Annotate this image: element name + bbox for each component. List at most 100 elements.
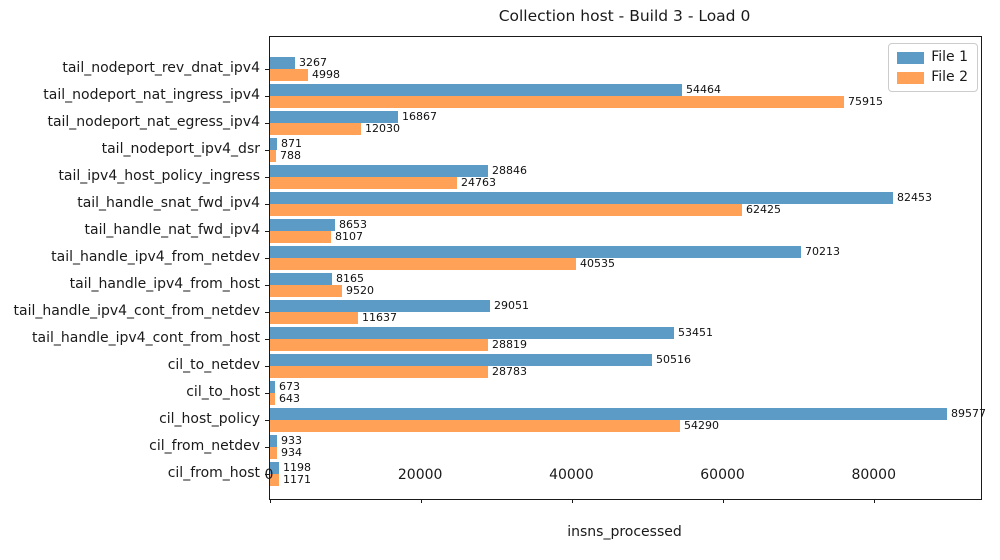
y-tick-mark	[265, 446, 269, 448]
y-tick-mark	[265, 338, 269, 340]
bar-file2-cil_to_host	[270, 393, 275, 405]
file1-swatch	[897, 51, 925, 64]
x-tick-mark	[571, 499, 573, 503]
bar-file1-tail_nodeport_nat_egress_ipv4	[270, 111, 398, 123]
y-tick-mark	[265, 122, 269, 124]
bar-value-label: 934	[281, 446, 302, 459]
x-axis-title: insns_processed	[567, 524, 682, 540]
y-tick-label: tail_handle_ipv4_from_host	[69, 276, 260, 292]
bar-value-label: 50516	[656, 353, 691, 366]
bar-file2-tail_handle_ipv4_cont_from_netdev	[270, 312, 358, 324]
y-tick-label: cil_from_host	[167, 465, 260, 481]
bar-file2-tail_nodeport_ipv4_dsr	[270, 150, 276, 162]
y-tick-label: tail_nodeport_rev_dnat_ipv4	[62, 60, 260, 76]
y-tick-mark	[265, 230, 269, 232]
y-tick-mark	[265, 473, 269, 475]
bar-value-label: 1171	[283, 473, 311, 486]
x-tick-label: 0	[264, 467, 274, 483]
y-tick-label: tail_handle_snat_fwd_ipv4	[77, 195, 260, 211]
y-tick-mark	[265, 149, 269, 151]
bar-file1-tail_handle_ipv4_from_netdev	[270, 246, 801, 258]
y-axis-labels: tail_nodeport_rev_dnat_ipv4 tail_nodeport…	[0, 0, 261, 560]
bar-file2-tail_handle_snat_fwd_ipv4	[270, 204, 742, 216]
bar-file1-tail_handle_ipv4_from_host	[270, 273, 332, 285]
y-tick-mark	[265, 365, 269, 367]
bar-value-label: 40535	[580, 257, 615, 270]
x-tick-label: 20000	[397, 467, 443, 483]
y-tick-mark	[265, 68, 269, 70]
bar-value-label: 788	[280, 149, 301, 162]
y-tick-label: tail_handle_ipv4_from_netdev	[51, 249, 260, 265]
legend: File 1 File 2	[888, 43, 978, 92]
bar-file2-cil_to_netdev	[270, 366, 488, 378]
x-tick-label: 60000	[700, 467, 745, 483]
bar-file1-tail_handle_ipv4_cont_from_host	[270, 327, 674, 339]
y-tick-label: tail_handle_nat_fwd_ipv4	[84, 222, 261, 238]
bar-file2-cil_from_host	[270, 474, 279, 486]
y-tick-label: cil_from_netdev	[149, 438, 260, 454]
plot-area: File 1 File 2 3267 4998 54464 75915 16867 120…	[265, 36, 986, 503]
y-tick-mark	[265, 284, 269, 286]
x-tick-mark	[420, 499, 422, 503]
y-tick-label: cil_to_netdev	[167, 357, 260, 373]
bar-file1-tail_ipv4_host_policy_ingress	[270, 165, 488, 177]
bar-file2-tail_nodeport_rev_dnat_ipv4	[270, 69, 308, 81]
bar-file1-cil_to_netdev	[270, 354, 652, 366]
bar-value-label: 62425	[746, 203, 781, 216]
bar-value-label: 28783	[492, 365, 527, 378]
bar-value-label: 4998	[312, 68, 340, 81]
bar-value-label: 54464	[686, 83, 721, 96]
bar-value-label: 12030	[365, 122, 400, 135]
bar-file1-tail_handle_ipv4_cont_from_netdev	[270, 300, 490, 312]
bar-value-label: 11637	[362, 311, 397, 324]
x-tick-label: 80000	[851, 467, 897, 483]
bar-value-label: 9520	[346, 284, 374, 297]
legend-label-file2: File 2	[931, 69, 968, 85]
bar-file2-tail_handle_ipv4_from_netdev	[270, 258, 576, 270]
x-tick-mark	[723, 499, 725, 503]
y-tick-label: tail_nodeport_ipv4_dsr	[101, 141, 260, 157]
y-tick-label: tail_ipv4_host_policy_ingress	[58, 168, 260, 184]
bar-value-label: 3267	[299, 56, 327, 69]
y-tick-mark	[265, 176, 269, 178]
bar-file2-tail_handle_nat_fwd_ipv4	[270, 231, 331, 243]
x-tick-mark	[874, 499, 876, 503]
y-tick-mark	[265, 95, 269, 97]
bar-file1-tail_handle_nat_fwd_ipv4	[270, 219, 335, 231]
legend-label-file1: File 1	[931, 49, 968, 65]
y-tick-label: tail_handle_ipv4_cont_from_netdev	[13, 303, 261, 319]
bar-value-label: 933	[281, 434, 302, 447]
legend-item-file1: File 1	[897, 50, 968, 65]
bar-file2-tail_ipv4_host_policy_ingress	[270, 177, 457, 189]
y-tick-label: tail_nodeport_nat_egress_ipv4	[47, 114, 260, 130]
y-tick-label: tail_handle_ipv4_cont_from_host	[32, 330, 260, 346]
y-tick-mark	[265, 419, 269, 421]
bar-file1-cil_to_host	[270, 381, 275, 393]
bar-file2-cil_host_policy	[270, 420, 680, 432]
y-tick-label: cil_to_host	[186, 384, 260, 400]
bar-value-label: 54290	[684, 419, 719, 432]
bar-value-label: 8165	[336, 272, 364, 285]
bar-value-label: 29051	[494, 299, 529, 312]
bar-file1-tail_nodeport_nat_ingress_ipv4	[270, 84, 682, 96]
bar-file2-tail_nodeport_nat_ingress_ipv4	[270, 96, 844, 108]
bar-value-label: 8653	[339, 218, 367, 231]
y-tick-label: cil_host_policy	[159, 411, 260, 427]
bar-value-label: 673	[279, 380, 300, 393]
bar-file1-tail_nodeport_ipv4_dsr	[270, 138, 277, 150]
bar-file2-tail_handle_ipv4_from_host	[270, 285, 342, 297]
bar-value-label: 89577	[951, 407, 986, 420]
y-tick-mark	[265, 392, 269, 394]
bar-value-label: 82453	[897, 191, 932, 204]
bar-value-label: 1198	[283, 461, 311, 474]
bar-value-label: 28846	[492, 164, 527, 177]
bar-file1-tail_handle_snat_fwd_ipv4	[270, 192, 893, 204]
y-tick-mark	[265, 257, 269, 259]
x-tick-label: 40000	[549, 467, 594, 483]
bar-file1-cil_host_policy	[270, 408, 947, 420]
bar-value-label: 75915	[848, 95, 883, 108]
bar-value-label: 16867	[402, 110, 437, 123]
bar-file1-tail_nodeport_rev_dnat_ipv4	[270, 57, 295, 69]
chart-title: Collection host - Build 3 - Load 0	[498, 7, 751, 25]
